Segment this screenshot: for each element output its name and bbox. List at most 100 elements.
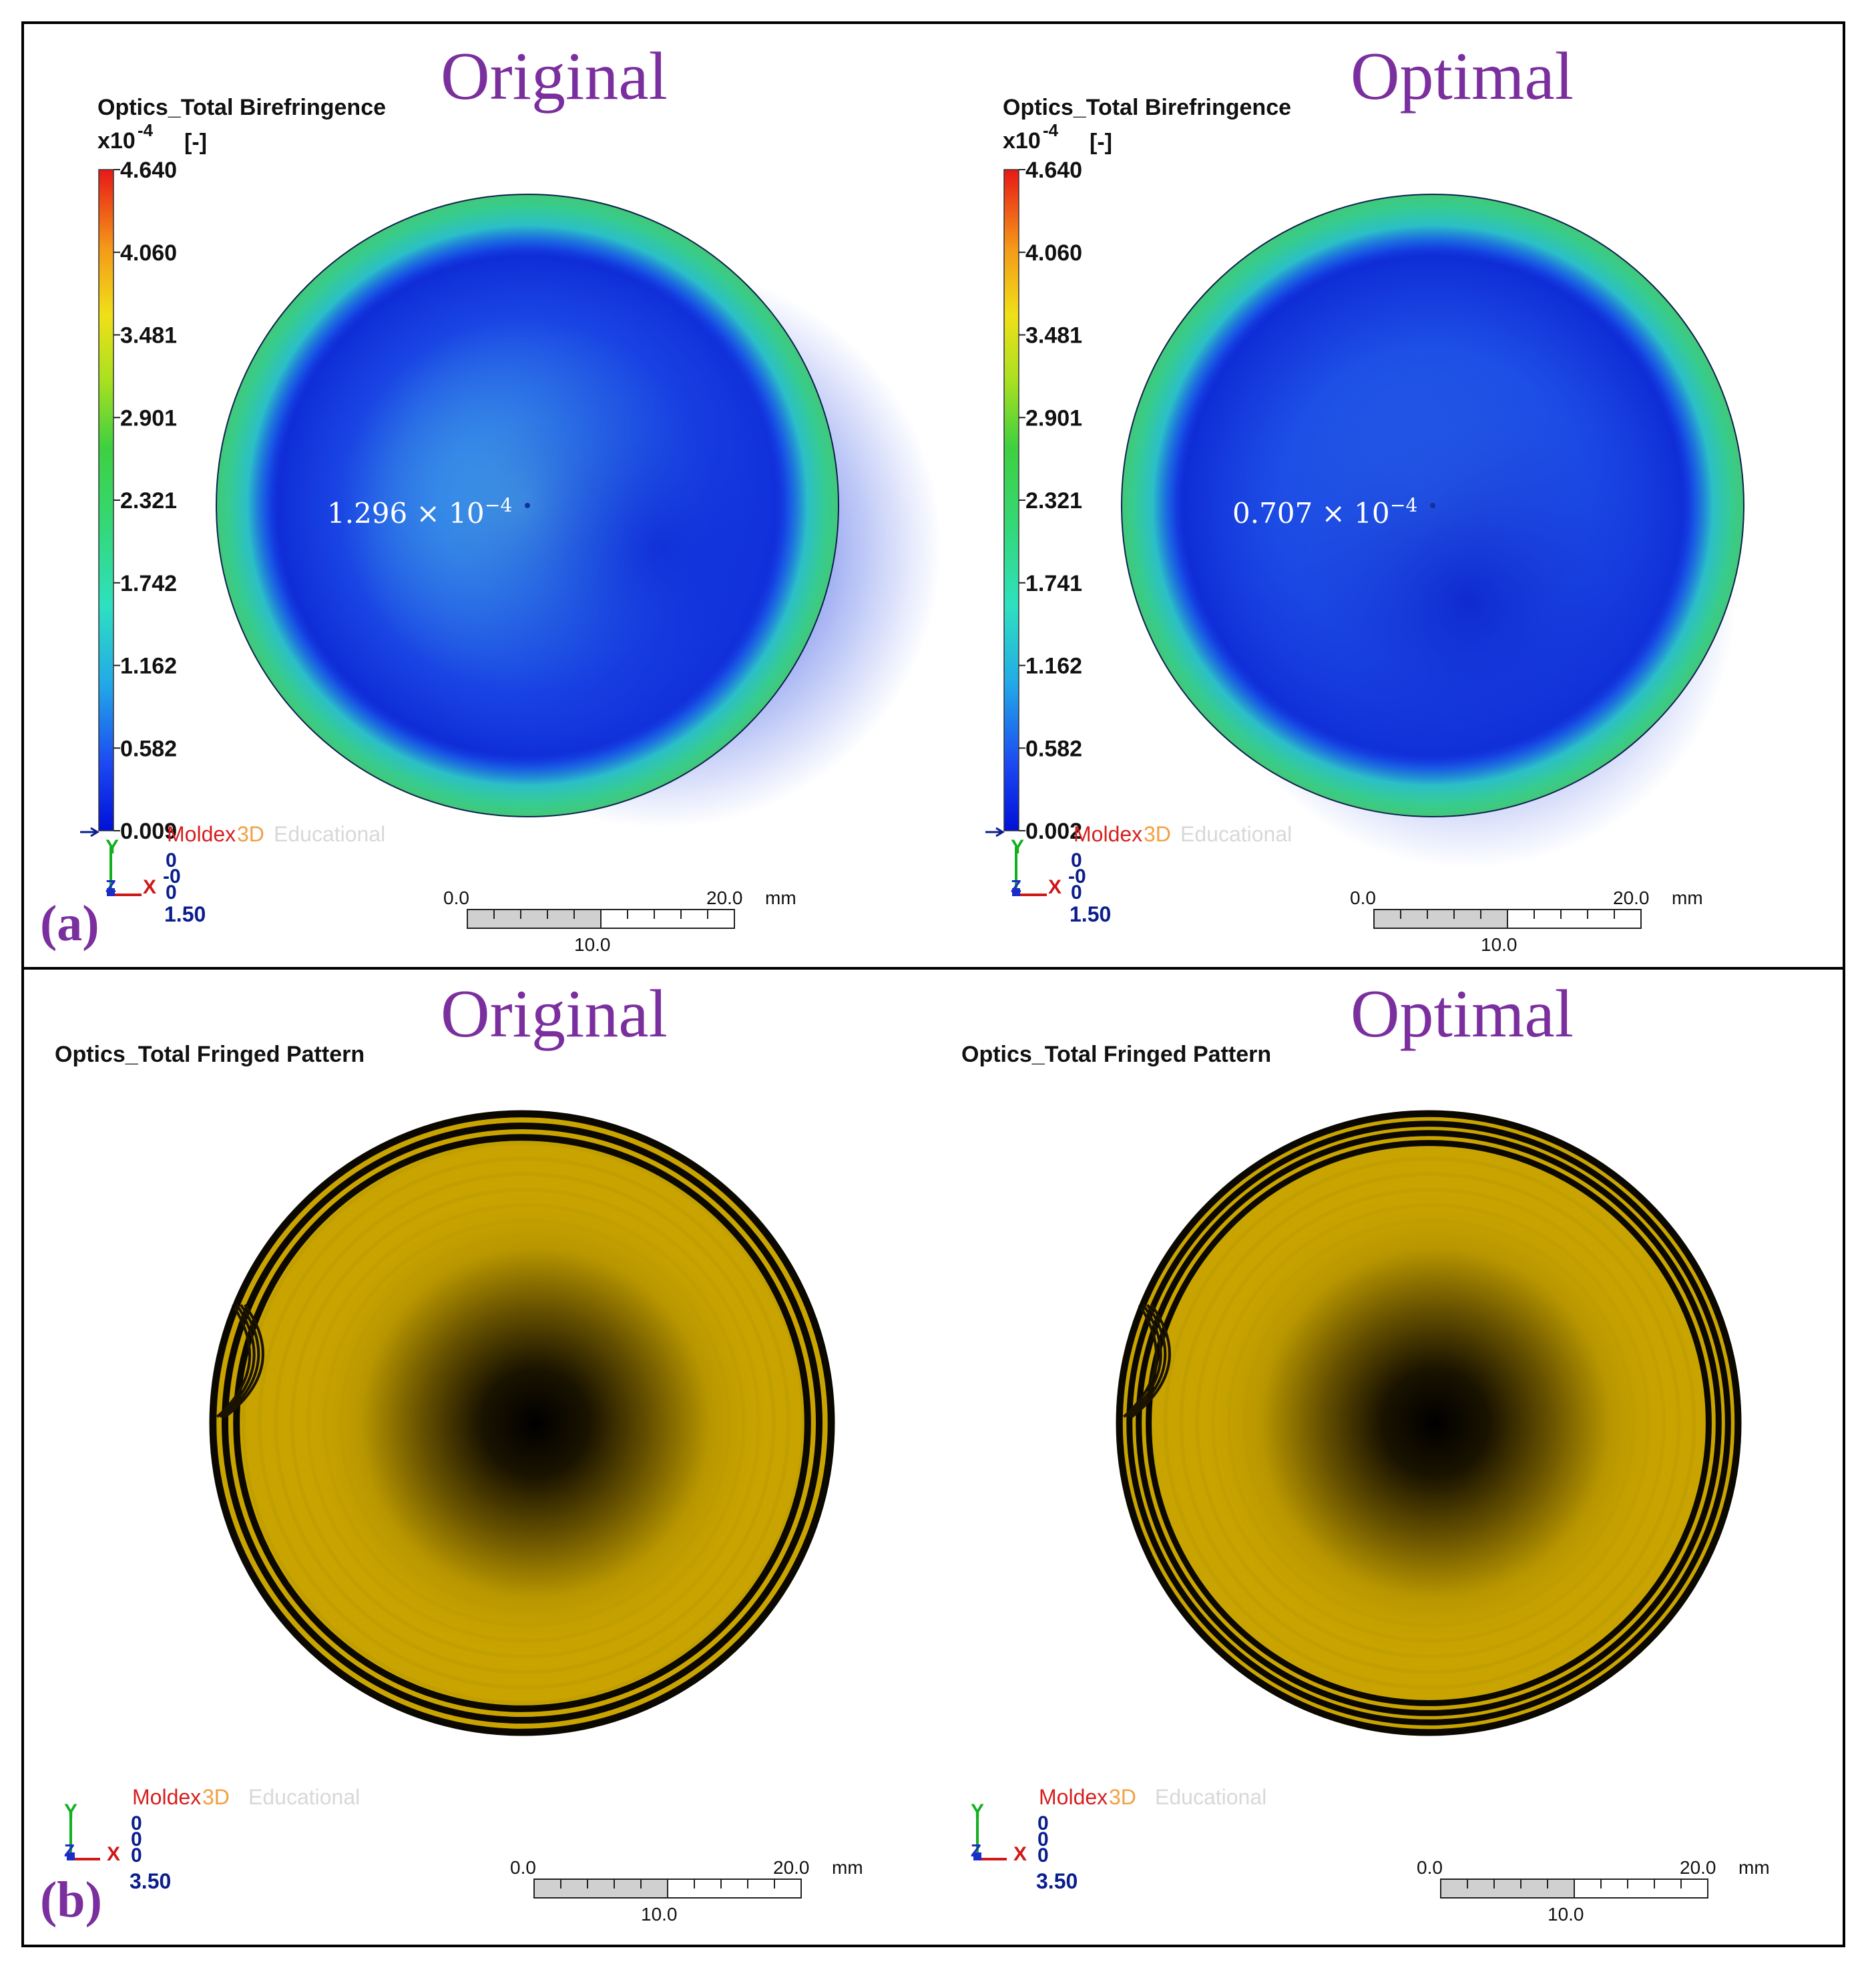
heading-optimal: Optimal: [1351, 976, 1574, 1052]
colorbar-tick-label: 1.741: [1025, 571, 1082, 596]
heading-optimal: Optimal: [1351, 39, 1574, 114]
axis-triad: Y Z X 0 0 0 3.50: [64, 1800, 171, 1893]
colorbar-tick-label: 4.060: [1025, 240, 1082, 266]
colorbar-tick-label: 3.481: [1025, 323, 1082, 349]
fringe-weld-mark: [222, 1304, 260, 1418]
colorbar-tick-label: 2.901: [1025, 405, 1082, 431]
panel-label-a: (a): [40, 896, 99, 952]
axis-scale: 3.50: [130, 1869, 171, 1893]
logo-moldex: Moldex: [132, 1785, 201, 1809]
fringe-weld-mark: [224, 1304, 264, 1418]
fringe-ring: [1116, 1111, 1741, 1736]
axis-y-label: Y: [1011, 836, 1024, 858]
panel-label-b: (b): [40, 1872, 102, 1928]
scale-bar: 0.0 20.0 mm 10.0: [1417, 1857, 1770, 1925]
colorbar-tick-label: 4.060: [120, 240, 177, 266]
axis-scale: 1.50: [1070, 902, 1111, 926]
scale-bar-filled: [467, 909, 602, 929]
heading-original: Original: [441, 976, 668, 1052]
axis-z-label: Z: [1011, 876, 1021, 896]
fringe-ring: [1146, 1140, 1712, 1706]
fringe-band: [1163, 1156, 1696, 1690]
units-base: x10: [97, 128, 136, 154]
logo-3d: 3D: [237, 822, 264, 846]
logo-3d: 3D: [1109, 1785, 1136, 1809]
colorbar-tick-label: 2.901: [120, 405, 177, 431]
scale-start: 0.0: [1417, 1857, 1443, 1878]
panel-a-optimal: Optimal Optics_Total Birefringence x10 -…: [985, 39, 1744, 955]
axis-value-2: -0: [163, 865, 181, 887]
colorbar-tick-label: 4.640: [120, 158, 177, 183]
fringe-ring: [221, 1122, 823, 1724]
scale-bar-empty: [1507, 909, 1642, 929]
logo-educational: Educational: [248, 1785, 360, 1809]
fringe-disk: [209, 1110, 835, 1736]
axis-triad: Y Z X 0 -0 0 1.50: [1011, 836, 1111, 926]
colorbar-tick-label: 0.582: [1025, 736, 1082, 761]
logo-educational: Educational: [1155, 1785, 1266, 1809]
axis-value-1: 0: [1037, 1812, 1049, 1834]
axis-x-label: X: [1013, 1843, 1027, 1865]
colorbar-tick-label: 3.481: [120, 323, 177, 349]
colorbar-tick-label: 1.162: [120, 654, 177, 679]
fringe-center: [292, 1180, 778, 1666]
scale-end: 20.0: [1613, 887, 1650, 908]
axis-value-1: 0: [131, 1812, 142, 1834]
moldex-logo: Moldex 3D Educational: [1039, 1785, 1266, 1809]
fringe-ring: [210, 1111, 835, 1736]
colorbar-tick-label: 1.742: [120, 571, 177, 596]
axis-z-label: Z: [64, 1840, 75, 1860]
moldex-logo: Moldex 3D Educational: [167, 822, 385, 846]
logo-3d: 3D: [202, 1785, 230, 1809]
scale-bar: 0.0 20.0 mm 10.0: [510, 1857, 863, 1925]
colorbar-tick-label: 1.162: [1025, 654, 1082, 679]
axis-y-label: Y: [971, 1800, 984, 1822]
scale-bar-filled: [1373, 909, 1508, 929]
scale-start: 0.0: [443, 887, 469, 908]
fringe-outline: [1116, 1110, 1742, 1736]
colorbar: [1003, 169, 1019, 831]
colorbar-tick-label: 2.321: [1025, 488, 1082, 514]
panel-b-optimal: Optimal Optics_Total Fringed Pattern Mol…: [961, 976, 1770, 1925]
moldex-logo: Moldex 3D Educational: [1074, 822, 1292, 846]
colorbar-tick-label: 4.640: [1025, 158, 1082, 183]
panel-a-original: Original Optics_Total Birefringence x10 …: [40, 39, 941, 955]
units-power: -4: [1043, 120, 1059, 140]
fringe-center: [1192, 1180, 1678, 1666]
fringe-weld-mark: [1126, 1304, 1162, 1418]
fringe-band: [1179, 1172, 1681, 1674]
scale-end: 20.0: [706, 887, 743, 908]
center-value: 0.707 × 10: [1232, 497, 1390, 530]
colorbar-ticks: 4.640 4.060 3.481 2.901 2.321 1.741 1.162 0.582…: [1019, 158, 1082, 844]
logo-3d: 3D: [1144, 822, 1171, 846]
moldex-logo: Moldex 3D Educational: [132, 1785, 360, 1809]
scale-unit: mm: [1672, 887, 1703, 908]
quantity-title: Optics_Total Birefringence: [97, 95, 386, 120]
quantity-title: Optics_Total Birefringence: [1003, 95, 1291, 120]
units-unit: [-]: [1090, 130, 1112, 155]
axis-triad: Y Z X 0 0 0 3.50: [971, 1800, 1078, 1893]
arrow-icon: [80, 827, 99, 837]
axis-y-label: Y: [64, 1800, 77, 1822]
scale-unit: mm: [1738, 1857, 1770, 1878]
fringe-disk: [1116, 1110, 1742, 1736]
scale-unit: mm: [765, 887, 796, 908]
heading-original: Original: [441, 39, 668, 114]
logo-moldex: Moldex: [167, 822, 236, 846]
units-base: x10: [1003, 128, 1041, 154]
axis-scale: 3.50: [1036, 1869, 1078, 1893]
fringe-band: [241, 1141, 806, 1706]
scale-bar-empty: [1574, 1878, 1708, 1899]
fringe-band: [257, 1156, 791, 1690]
axis-x-label: X: [107, 1843, 120, 1865]
scale-mid: 10.0: [641, 1904, 678, 1925]
panel-b: Original Optics_Total Fringed Pattern Mo…: [40, 976, 1770, 1928]
arrow-icon: [985, 827, 1005, 837]
scale-bar: 0.0 20.0 mm 10.0: [1350, 887, 1703, 955]
axis-value-3: 0: [166, 881, 177, 904]
colorbar: [98, 169, 114, 831]
colorbar-tick-label: 0.582: [120, 736, 177, 761]
scale-end: 20.0: [1680, 1857, 1716, 1878]
disk-outline: [216, 194, 839, 817]
